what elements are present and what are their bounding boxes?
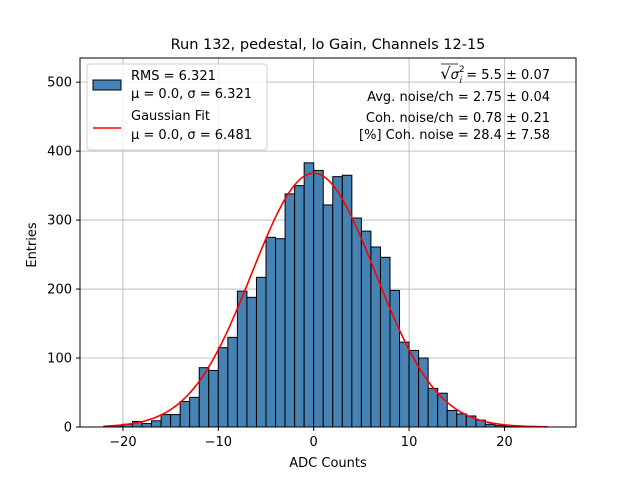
- y-axis-label: Entries: [25, 222, 40, 268]
- histogram-bar: [236, 290, 248, 428]
- x-tick-label: 10: [401, 435, 418, 450]
- histogram-bar: [456, 413, 467, 428]
- histogram-bar: [217, 347, 229, 428]
- plot-frame: [79, 57, 577, 428]
- histogram-bar: [379, 256, 391, 428]
- x-axis-ticks: −20 −10 0 10 20: [109, 427, 513, 450]
- y-tick-label: 400: [47, 145, 72, 160]
- histogram-bar: [360, 230, 372, 428]
- histogram-bar: [313, 169, 324, 428]
- histogram-bar: [160, 414, 172, 428]
- histogram-bar: [399, 341, 410, 428]
- x-tick-label: 0: [310, 435, 318, 450]
- y-tick-label: 100: [47, 352, 72, 367]
- x-axis-label: ADC Counts: [289, 456, 367, 471]
- legend: RMS = 6.321 μ = 0.0, σ = 6.321 Gaussian …: [86, 63, 268, 151]
- histogram-bar: [227, 336, 238, 428]
- histogram-bar: [246, 296, 257, 428]
- histogram-bar: [179, 400, 191, 428]
- histogram-bar: [275, 238, 286, 428]
- annotation-coh-noise-pct: [%] Coh. noise = 28.4 ± 7.58: [359, 128, 550, 143]
- histogram-bar: [322, 204, 334, 428]
- x-tick-label: 20: [496, 435, 513, 450]
- histogram-bars: [103, 162, 525, 428]
- legend-fit-stats: μ = 0.0, σ = 6.481: [131, 128, 252, 143]
- histogram-bar: [408, 349, 420, 428]
- y-tick-label: 500: [47, 76, 72, 91]
- chart-title: Run 132, pedestal, lo Gain, Channels 12-…: [171, 37, 486, 53]
- legend-histogram-stats: μ = 0.0, σ = 6.321: [131, 87, 252, 102]
- histogram-bar: [141, 423, 153, 428]
- histogram-bar: [265, 236, 277, 428]
- histogram-bar: [294, 185, 305, 428]
- legend-fit-label: Gaussian Fit: [131, 109, 210, 124]
- y-tick-label: 300: [47, 214, 72, 229]
- stats-annotations: √σ2 i = 5.5 ± 0.07 Avg. noise/ch = 2.75 ±…: [359, 63, 550, 143]
- annotation-avg-noise: Avg. noise/ch = 2.75 ± 0.04: [367, 90, 550, 105]
- legend-histogram-label: RMS = 6.321: [131, 69, 216, 84]
- annotation-coh-noise: Coh. noise/ch = 0.78 ± 0.21: [366, 111, 550, 126]
- annotation-sigma-sum: √σ2 i = 5.5 ± 0.07: [440, 64, 550, 86]
- histogram-bar: [332, 176, 343, 428]
- histogram-bar: [189, 396, 200, 428]
- histogram-bar: [170, 414, 181, 428]
- histogram-bar: [208, 369, 219, 428]
- y-tick-label: 200: [47, 283, 72, 298]
- histogram-bar: [284, 193, 296, 428]
- histogram-bar: [427, 387, 439, 428]
- y-tick-label: 0: [64, 421, 72, 436]
- y-axis-ticks: 0 100 200 300 400 500: [47, 76, 80, 436]
- gaussian-fit-line: [103, 172, 548, 428]
- histogram-bar: [351, 217, 362, 428]
- histogram-bar: [446, 409, 458, 428]
- legend-histogram-swatch: [92, 79, 122, 91]
- histogram-bar: [303, 162, 315, 428]
- histogram-bar: [198, 367, 210, 428]
- x-tick-label: −20: [109, 435, 136, 450]
- histogram-bar: [255, 276, 267, 428]
- histogram-bar: [151, 420, 162, 428]
- x-tick-label: −10: [205, 435, 232, 450]
- legend-box: [86, 63, 268, 151]
